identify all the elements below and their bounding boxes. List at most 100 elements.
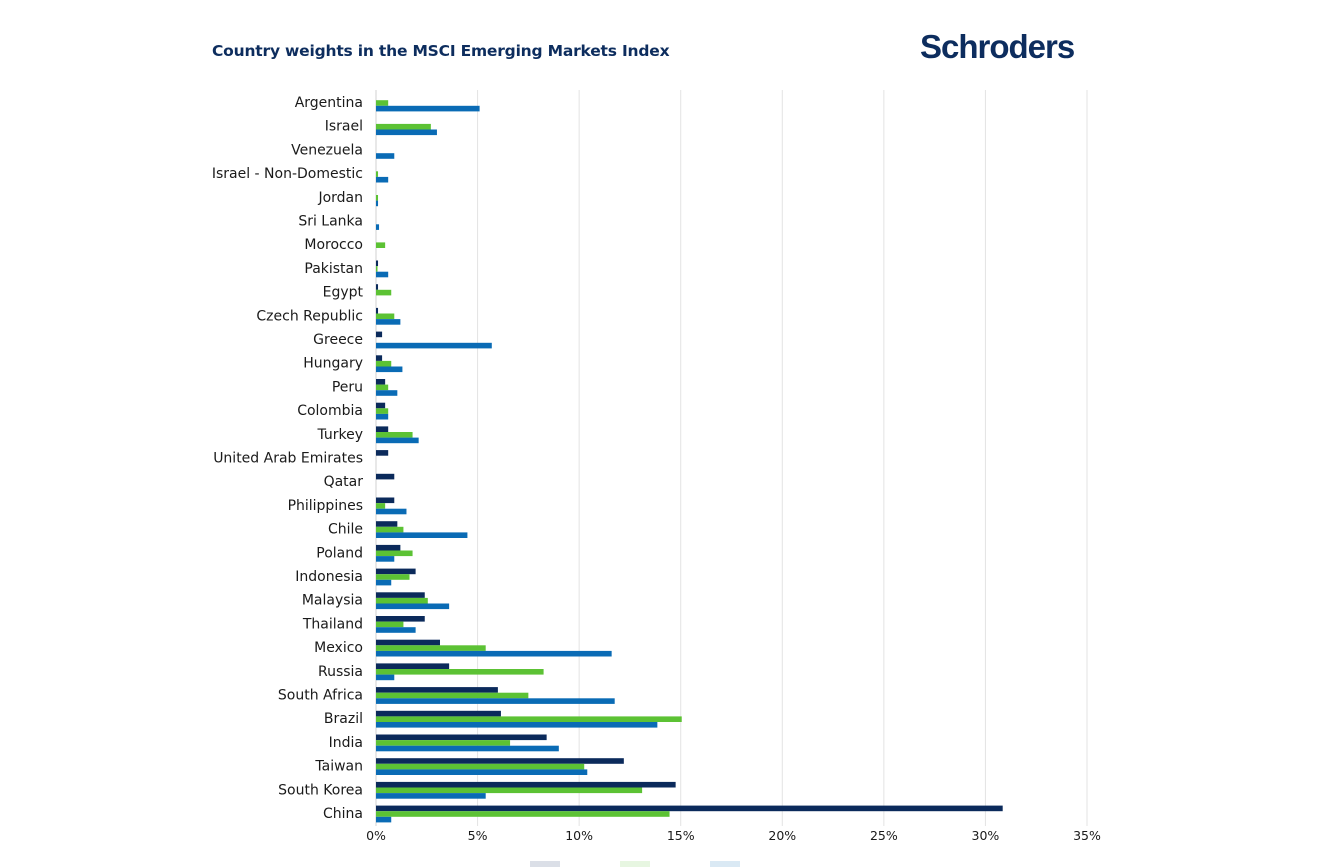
- bar-russia-series-2: [376, 669, 544, 675]
- bar-thailand-series-3: [376, 627, 416, 633]
- x-tick-label: 35%: [1073, 828, 1101, 843]
- category-label: Hungary: [303, 356, 363, 372]
- bar-pakistan-series-1: [376, 260, 379, 267]
- bar-israel-series-2: [376, 123, 431, 130]
- bar-chile-series-2: [376, 526, 404, 533]
- bar-mexico-series-2: [376, 645, 486, 651]
- bar-colombia-series-1: [376, 402, 386, 409]
- bar-india-series-1: [376, 734, 547, 741]
- bars: [376, 100, 1003, 823]
- x-tick-label: 0%: [366, 828, 386, 843]
- category-label: Colombia: [297, 403, 363, 419]
- bar-hungary-series-1: [376, 355, 383, 361]
- bar-brazil-series-2: [376, 716, 682, 722]
- bar-brazil-series-3: [376, 722, 658, 728]
- category-label: Thailand: [302, 616, 363, 632]
- bar-czech-republic-series-3: [376, 319, 401, 325]
- bar-russia-series-1: [376, 663, 450, 669]
- bar-china-series-1: [376, 805, 1003, 812]
- bar-indonesia-series-3: [376, 579, 392, 586]
- category-label: South Korea: [278, 782, 363, 798]
- bar-thailand-series-1: [376, 616, 425, 622]
- category-label: Poland: [316, 545, 363, 561]
- category-label: Russia: [318, 664, 363, 680]
- bar-russia-series-3: [376, 674, 395, 681]
- bar-hungary-series-2: [376, 360, 392, 367]
- category-label: Peru: [332, 379, 363, 395]
- bar-peru-series-1: [376, 379, 386, 385]
- bar-turkey-series-2: [376, 432, 413, 438]
- category-label: Israel: [325, 119, 363, 135]
- bar-jordan-series-3: [376, 200, 379, 207]
- x-tick-label: 30%: [972, 828, 1000, 843]
- bar-mexico-series-3: [376, 650, 612, 657]
- category-label: Greece: [313, 332, 363, 348]
- bar-malaysia-series-3: [376, 603, 450, 610]
- bar-taiwan-series-2: [376, 763, 585, 770]
- category-label: Turkey: [316, 427, 363, 443]
- bar-jordan-series-2: [376, 195, 379, 201]
- x-tick-labels: 0% 5% 10% 15% 20% 25% 30% 35%: [366, 828, 1101, 843]
- bar-egypt-series-1: [376, 284, 379, 290]
- category-label: Argentina: [295, 95, 363, 111]
- bar-poland-series-3: [376, 556, 395, 562]
- bar-greece-series-3: [376, 342, 492, 349]
- bar-pakistan-series-3: [376, 271, 389, 278]
- legend-swatch-series-3: [710, 861, 740, 867]
- bar-israel-non-domestic-series-3: [376, 176, 389, 183]
- bar-hungary-series-3: [376, 366, 403, 373]
- bar-egypt-series-2: [376, 289, 392, 296]
- bar-brazil-series-1: [376, 710, 501, 717]
- bar-indonesia-series-1: [376, 568, 416, 575]
- bar-turkey-series-1: [376, 426, 389, 432]
- x-tick-label: 20%: [768, 828, 796, 843]
- legend: [530, 861, 740, 867]
- bar-south-africa-series-1: [376, 687, 498, 693]
- bar-india-series-3: [376, 745, 559, 752]
- bar-peru-series-2: [376, 384, 389, 391]
- bar-poland-series-2: [376, 550, 413, 557]
- category-label: Pakistan: [304, 261, 363, 277]
- bar-south-africa-series-3: [376, 698, 615, 704]
- bar-greece-series-1: [376, 331, 383, 338]
- bar-czech-republic-series-1: [376, 307, 379, 314]
- x-tick-label: 15%: [667, 828, 695, 843]
- bar-morocco-series-2: [376, 242, 386, 248]
- chart-title: Country weights in the MSCI Emerging Mar…: [212, 42, 670, 60]
- bar-indonesia-series-2: [376, 574, 410, 580]
- schroders-logo: Schroders: [920, 28, 1075, 65]
- bar-malaysia-series-1: [376, 592, 425, 598]
- category-label: Philippines: [288, 498, 363, 514]
- bar-philippines-series-3: [376, 508, 407, 515]
- category-label: Czech Republic: [256, 308, 363, 324]
- category-label: Mexico: [314, 640, 363, 656]
- category-label: Taiwan: [314, 759, 363, 775]
- category-label: Israel - Non-Domestic: [212, 166, 363, 182]
- x-tick-label: 5%: [468, 828, 488, 843]
- x-tick-label: 10%: [565, 828, 593, 843]
- category-label: Brazil: [324, 711, 363, 727]
- bar-venezuela-series-3: [376, 153, 395, 159]
- legend-swatch-series-2: [620, 861, 650, 867]
- legend-swatch-series-1: [530, 861, 560, 867]
- bar-mexico-series-1: [376, 639, 440, 646]
- bar-poland-series-1: [376, 544, 401, 551]
- bar-thailand-series-2: [376, 621, 404, 628]
- bar-taiwan-series-1: [376, 758, 624, 764]
- bar-turkey-series-3: [376, 437, 419, 444]
- category-label: China: [323, 806, 363, 822]
- bar-chile-series-3: [376, 532, 468, 538]
- category-label: Morocco: [304, 237, 363, 253]
- bar-czech-republic-series-2: [376, 313, 395, 320]
- bar-qatar-series-1: [376, 473, 395, 480]
- bar-south-korea-series-3: [376, 793, 486, 799]
- category-labels: Argentina Israel Venezuela Israel - Non-Dom…: [212, 95, 364, 822]
- category-label: United Arab Emirates: [213, 451, 363, 467]
- category-label: Egypt: [323, 285, 364, 301]
- bar-colombia-series-2: [376, 408, 389, 414]
- bar-israel-series-3: [376, 129, 437, 136]
- bar-colombia-series-3: [376, 413, 389, 420]
- bar-peru-series-3: [376, 390, 398, 396]
- category-label: Sri Lanka: [298, 214, 363, 230]
